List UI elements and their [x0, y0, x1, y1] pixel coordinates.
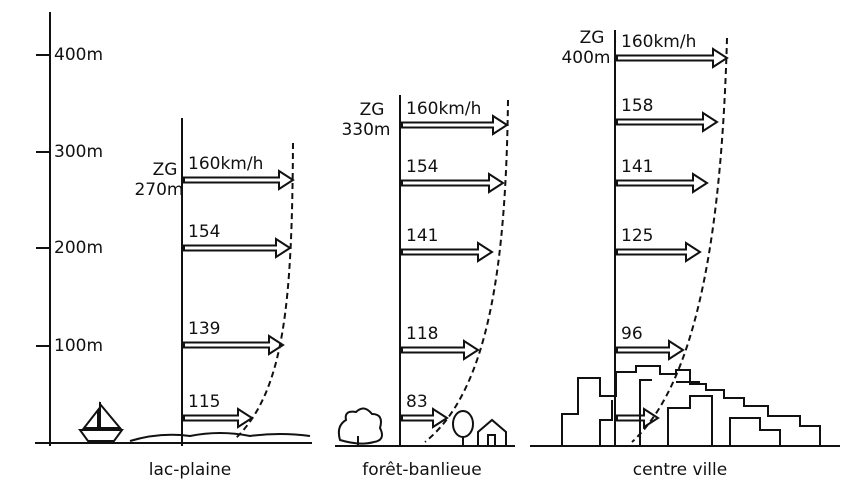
wind-arrow — [401, 407, 449, 429]
tick-label: 200m — [54, 238, 103, 258]
speed-label: 158 — [621, 96, 653, 116]
gradient-symbol: ZG — [360, 100, 385, 120]
speed-label: 96 — [621, 324, 643, 344]
speed-label: 160km/h — [188, 154, 263, 174]
speed-label: 83 — [406, 392, 428, 412]
gradient-height: 270m — [134, 180, 183, 200]
wind-arrow — [183, 334, 285, 356]
speed-label: 160km/h — [406, 99, 481, 119]
gradient-height: 330m — [341, 120, 390, 140]
terrain — [129, 432, 311, 442]
wind-arrow — [401, 339, 480, 361]
wind-arrow — [616, 339, 685, 361]
gradient-symbol: ZG — [153, 160, 178, 180]
wind-profile — [631, 37, 728, 443]
wind-arrow — [616, 407, 660, 429]
tick-label: 100m — [54, 336, 103, 356]
speed-label: 139 — [188, 319, 220, 339]
speed-label: 154 — [188, 222, 220, 242]
wind-arrow — [401, 241, 494, 263]
tick-label: 400m — [54, 45, 103, 65]
speed-label: 160km/h — [621, 32, 696, 52]
buildings — [561, 365, 821, 446]
wind-profile — [424, 99, 509, 443]
trees-and-houses — [337, 407, 507, 447]
sailboat — [78, 401, 124, 442]
gradient-height: 400m — [561, 48, 610, 68]
speed-label: 118 — [406, 324, 438, 344]
wind-arrow — [183, 169, 295, 191]
wind-arrow — [401, 114, 509, 136]
terrain-label: centre ville — [633, 460, 727, 480]
tick-label: 300m — [54, 142, 103, 162]
speed-label: 141 — [621, 157, 653, 177]
wind-arrow — [616, 111, 719, 133]
wind-arrow — [616, 47, 729, 69]
wind-profile — [235, 142, 294, 439]
wind-arrow — [616, 241, 702, 263]
speed-label: 125 — [621, 226, 653, 246]
speed-label: 115 — [188, 392, 220, 412]
wind-arrow — [183, 237, 292, 259]
wind-arrow — [401, 172, 505, 194]
speed-label: 154 — [406, 157, 438, 177]
gradient-symbol: ZG — [580, 28, 605, 48]
speed-label: 141 — [406, 226, 438, 246]
terrain-label: lac-plaine — [149, 460, 232, 480]
wind-arrow — [616, 172, 709, 194]
wind-arrow — [183, 407, 254, 429]
terrain-label: forêt-banlieue — [362, 460, 481, 480]
